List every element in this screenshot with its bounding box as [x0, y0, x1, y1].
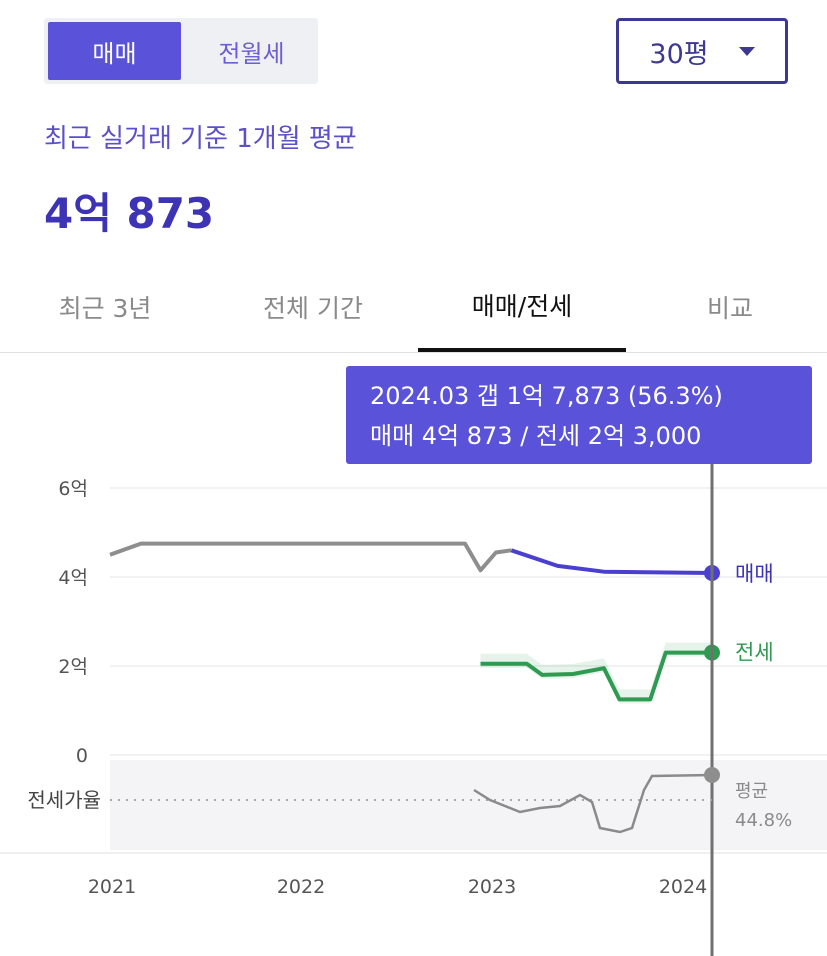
y-tick-label: 6억	[58, 478, 88, 500]
area-size-dropdown[interactable]: 30평	[616, 18, 788, 84]
sale-series-label: 매매	[735, 562, 774, 586]
x-tick-label: 2021	[88, 876, 136, 898]
ratio-average-label: 평균	[735, 781, 768, 802]
ratio-axis-label: 전세가율	[27, 788, 101, 812]
tooltip-gap-line: 2024.03 갭 1억 7,873 (56.3%)	[370, 382, 723, 410]
x-tick-label: 2022	[277, 876, 325, 898]
y-tick-label: 4억	[58, 567, 88, 589]
selected-point-tooltip: 2024.03 갭 1억 7,873 (56.3%) 매매 4억 873 / 전…	[346, 366, 812, 464]
y-tick-label: 2억	[58, 656, 88, 678]
summary-price: 4억 873	[44, 189, 215, 238]
ratio-line	[473, 773, 713, 834]
tab-compare[interactable]: 비교	[706, 294, 753, 323]
toggle-sale-button[interactable]: 매매	[48, 22, 181, 80]
y-axis-ticks: 6억 4억 2억 0	[58, 478, 88, 767]
toggle-rent-button[interactable]: 전월세	[218, 39, 285, 68]
tab-recent-3y[interactable]: 최근 3년	[58, 294, 152, 323]
area-size-value: 30평	[649, 38, 709, 70]
jeonse-line	[480, 650, 712, 702]
x-axis-ticks: 2021 2022 2023 2024	[88, 876, 707, 898]
tooltip-price-line: 매매 4억 873 / 전세 2억 3,000	[370, 422, 702, 450]
sale-history-line	[109, 541, 512, 573]
ratio-endpoint	[704, 767, 720, 783]
grid	[110, 487, 827, 756]
ratio-average-value: 44.8%	[735, 810, 792, 831]
chevron-down-icon	[738, 46, 755, 56]
x-tick-label: 2023	[468, 876, 516, 898]
chart-tabs: 최근 3년 전체 기간 매매/전세 비교	[0, 262, 827, 353]
summary-label: 최근 실거래 기준 1개월 평균	[44, 124, 357, 154]
x-tick-label: 2024	[659, 876, 707, 898]
sale-line	[510, 548, 713, 575]
tab-all-period[interactable]: 전체 기간	[263, 294, 363, 323]
jeonse-series-label: 전세	[735, 641, 774, 665]
y-tick-label: 0	[76, 745, 88, 767]
tab-sale-jeonse[interactable]: 매매/전세	[418, 262, 626, 352]
trade-type-toggle: 매매 전월세	[44, 18, 318, 84]
